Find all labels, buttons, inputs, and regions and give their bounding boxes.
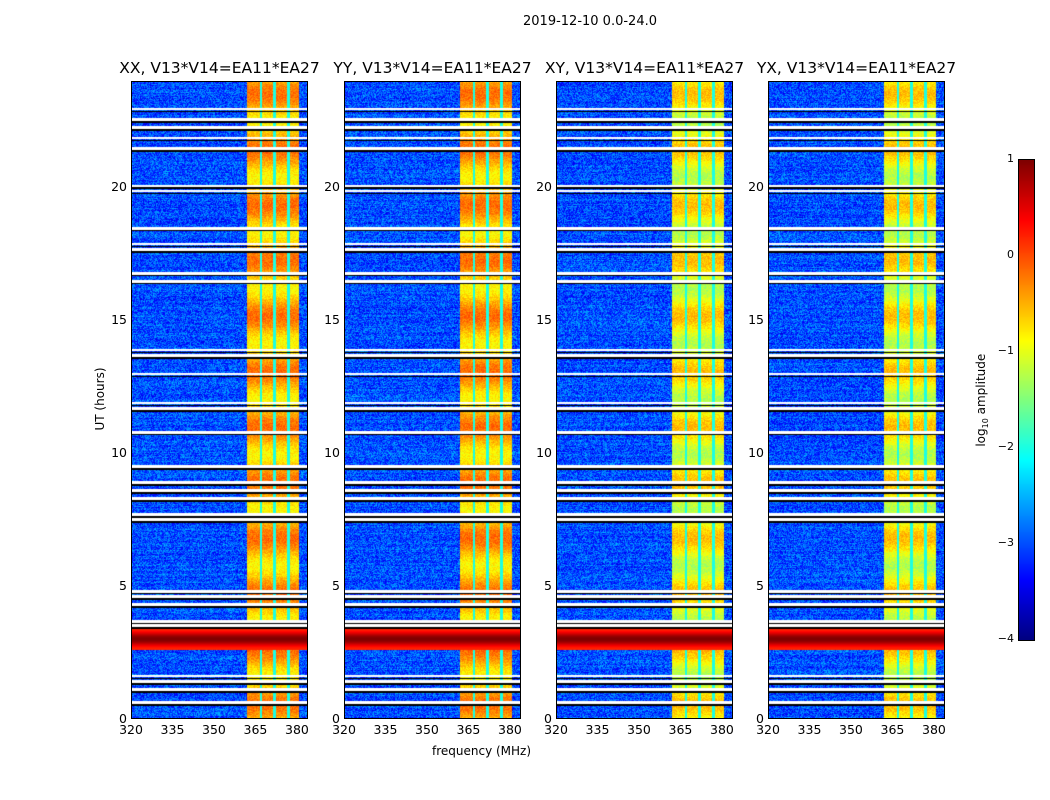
y-tick-label: 15 — [536, 312, 552, 328]
x-tick-label: 350 — [627, 722, 651, 737]
x-tick-label: 365 — [668, 722, 693, 737]
y-tick-label: 5 — [332, 578, 340, 594]
spectrogram-yx — [768, 81, 945, 719]
y-tick-label: 10 — [536, 445, 552, 461]
y-tick-label: 0 — [119, 711, 127, 726]
colorbar-tick-label: 1 — [1007, 152, 1014, 165]
colorbar-tick-label: 0 — [1007, 248, 1014, 261]
y-tick-label: 20 — [111, 179, 127, 195]
y-tick-label: 0 — [756, 711, 764, 726]
panel-title: XX, V13*V14=EA11*EA27 — [119, 59, 320, 77]
x-tick-label: 350 — [415, 722, 439, 737]
x-tick-label: 365 — [243, 722, 268, 737]
x-tick-label: 380 — [710, 722, 734, 737]
y-tick-label: 10 — [111, 445, 127, 461]
y-tick-label: 10 — [748, 445, 764, 461]
x-tick-label: 380 — [498, 722, 522, 737]
x-tick-label: 335 — [797, 722, 822, 737]
heatmap-cells — [769, 82, 944, 718]
panel-title: YX, V13*V14=EA11*EA27 — [756, 59, 957, 77]
y-axis-label: UT (hours) — [93, 367, 107, 431]
y-tick-label: 5 — [119, 578, 127, 594]
spectrogram-yy — [344, 81, 521, 719]
colorbar-tick-label: −3 — [997, 536, 1014, 549]
x-tick-label: 335 — [160, 722, 185, 737]
x-tick-label: 380 — [285, 722, 309, 737]
x-tick-label: 380 — [922, 722, 946, 737]
y-tick-label: 0 — [544, 711, 552, 726]
x-tick-label: 320 — [544, 722, 568, 737]
x-tick-label: 350 — [839, 722, 863, 737]
heatmap-cells — [345, 82, 520, 718]
x-tick-label: 320 — [756, 722, 780, 737]
y-tick-label: 10 — [324, 445, 340, 461]
colorbar-tick-label: −2 — [997, 440, 1014, 453]
y-tick-label: 5 — [544, 578, 552, 594]
x-tick-label: 350 — [202, 722, 226, 737]
heatmap-cells — [557, 82, 732, 718]
colorbar — [1018, 159, 1035, 641]
colorbar-tick-label: −1 — [997, 344, 1014, 357]
figure-title: 2019-12-10 0.0-24.0 — [523, 14, 657, 29]
x-axis-label: frequency (MHz) — [432, 744, 532, 758]
y-tick-label: 15 — [111, 312, 127, 328]
panel-title: XY, V13*V14=EA11*EA27 — [544, 59, 745, 77]
y-tick-label: 0 — [332, 711, 340, 726]
spectrogram-xy — [556, 81, 733, 719]
colorbar-label: log10 amplitude — [973, 353, 991, 447]
panel-title: YY, V13*V14=EA11*EA27 — [333, 59, 532, 77]
spectrogram-xx — [131, 81, 308, 719]
y-tick-label: 20 — [748, 179, 764, 195]
y-tick-label: 5 — [756, 578, 764, 594]
y-tick-label: 20 — [324, 179, 340, 195]
x-tick-label: 320 — [119, 722, 143, 737]
y-tick-label: 20 — [536, 179, 552, 195]
heatmap-cells — [132, 82, 307, 718]
x-tick-label: 335 — [585, 722, 610, 737]
x-tick-label: 335 — [373, 722, 398, 737]
colorbar-tick-label: −4 — [997, 632, 1014, 645]
x-tick-label: 320 — [332, 722, 356, 737]
y-tick-label: 15 — [748, 312, 764, 328]
x-tick-label: 365 — [456, 722, 481, 737]
x-tick-label: 365 — [880, 722, 905, 737]
y-tick-label: 15 — [324, 312, 340, 328]
